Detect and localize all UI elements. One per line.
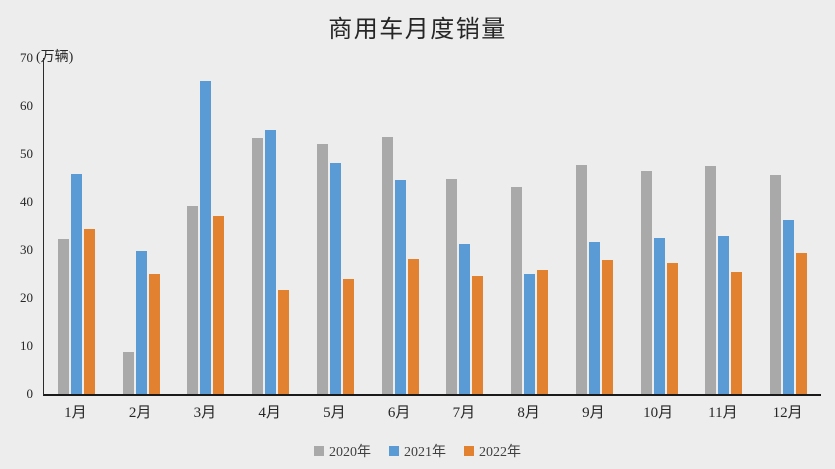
legend: 2020年 2021年 2022年	[0, 441, 835, 461]
bar-2022年-6月	[407, 259, 419, 394]
bar-group-5月	[303, 58, 368, 394]
bar-2020年-3月	[187, 206, 199, 394]
y-tick-label-30: 30	[20, 242, 33, 257]
bar-2021年-9月	[588, 241, 600, 394]
bar-group-2月	[109, 58, 174, 394]
bar-2020年-10月	[640, 171, 652, 394]
bar-2021年-7月	[459, 244, 471, 394]
bar-group-1月	[44, 58, 109, 394]
bar-group-4月	[238, 58, 303, 394]
bar-2022年-7月	[472, 275, 484, 394]
bar-2022年-10月	[666, 262, 678, 394]
bar-2020年-11月	[705, 166, 717, 394]
x-tick-label-11月: 11月	[708, 405, 738, 421]
bar-2022年-4月	[278, 290, 290, 394]
bar-2022年-2月	[148, 274, 160, 394]
bar-2020年-1月	[57, 239, 69, 394]
x-tick-label-5月: 5月	[323, 405, 346, 421]
x-tick-label-3月: 3月	[193, 405, 217, 421]
bar-group-12月	[756, 58, 821, 394]
bar-2020年-9月	[575, 165, 587, 394]
bar-2022年-9月	[601, 259, 613, 394]
y-tick-label-50: 50	[20, 146, 33, 161]
y-tick-label-20: 20	[20, 290, 33, 305]
bar-2021年-12月	[783, 219, 795, 394]
legend-label-2020: 2020年	[329, 445, 371, 460]
bar-2021年-3月	[200, 80, 212, 394]
x-tick-label-12月: 12月	[772, 405, 803, 421]
y-tick-label-60: 60	[20, 98, 33, 113]
bar-2021年-6月	[394, 179, 406, 394]
x-tick-label-6月: 6月	[387, 405, 411, 421]
bar-group-11月	[692, 58, 757, 394]
x-tick-label-7月: 7月	[452, 405, 476, 421]
y-axis-unit-label: (万辆)	[36, 50, 74, 65]
bar-2020年-12月	[770, 174, 782, 394]
bar-2021年-8月	[524, 274, 536, 394]
bar-group-3月	[174, 58, 239, 394]
legend-label-2022: 2022年	[479, 445, 521, 460]
legend-item-2022: 2022年	[464, 441, 521, 461]
x-tick-label-4月: 4月	[258, 405, 281, 421]
bar-2021年-1月	[70, 173, 82, 394]
y-tick-label-40: 40	[20, 194, 33, 209]
plot-area	[43, 58, 821, 396]
legend-swatch-2021-icon	[389, 446, 399, 456]
y-tick-label-0: 0	[26, 386, 34, 401]
bar-2020年-7月	[446, 179, 458, 394]
bar-2022年-12月	[796, 253, 808, 394]
bar-2022年-3月	[213, 216, 225, 394]
x-tick-label-1月: 1月	[64, 405, 87, 421]
bar-2020年-6月	[381, 136, 393, 394]
bar-2021年-4月	[265, 130, 277, 394]
bar-group-6月	[368, 58, 433, 394]
bar-2021年-5月	[329, 163, 341, 394]
y-tick-label-10: 10	[20, 338, 33, 353]
bar-group-7月	[433, 58, 498, 394]
chart-title: 商用车月度销量	[328, 17, 507, 43]
bar-2021年-11月	[718, 235, 730, 394]
x-tick-label-8月: 8月	[517, 405, 540, 421]
bar-2022年-8月	[537, 269, 549, 394]
legend-swatch-2020-icon	[314, 446, 324, 456]
bar-2020年-4月	[252, 137, 264, 394]
bar-2022年-5月	[342, 279, 354, 394]
bar-2021年-10月	[653, 237, 665, 394]
y-tick-label-70: 70	[20, 50, 33, 65]
x-tick-label-9月: 9月	[582, 405, 605, 421]
legend-swatch-2022-icon	[464, 446, 474, 456]
x-tick-label-10月: 10月	[643, 405, 674, 421]
bar-2020年-2月	[122, 351, 134, 394]
bar-group-10月	[627, 58, 692, 394]
bar-2021年-2月	[135, 251, 147, 394]
legend-item-2021: 2021年	[389, 441, 446, 461]
bar-2020年-8月	[511, 187, 523, 394]
x-tick-label-2月: 2月	[128, 405, 152, 421]
legend-item-2020: 2020年	[314, 441, 371, 461]
legend-label-2021: 2021年	[404, 445, 446, 460]
bar-2020年-5月	[316, 144, 328, 394]
bar-group-8月	[497, 58, 562, 394]
bar-2022年-1月	[83, 228, 95, 394]
bar-group-9月	[562, 58, 627, 394]
bar-2022年-11月	[731, 271, 743, 394]
